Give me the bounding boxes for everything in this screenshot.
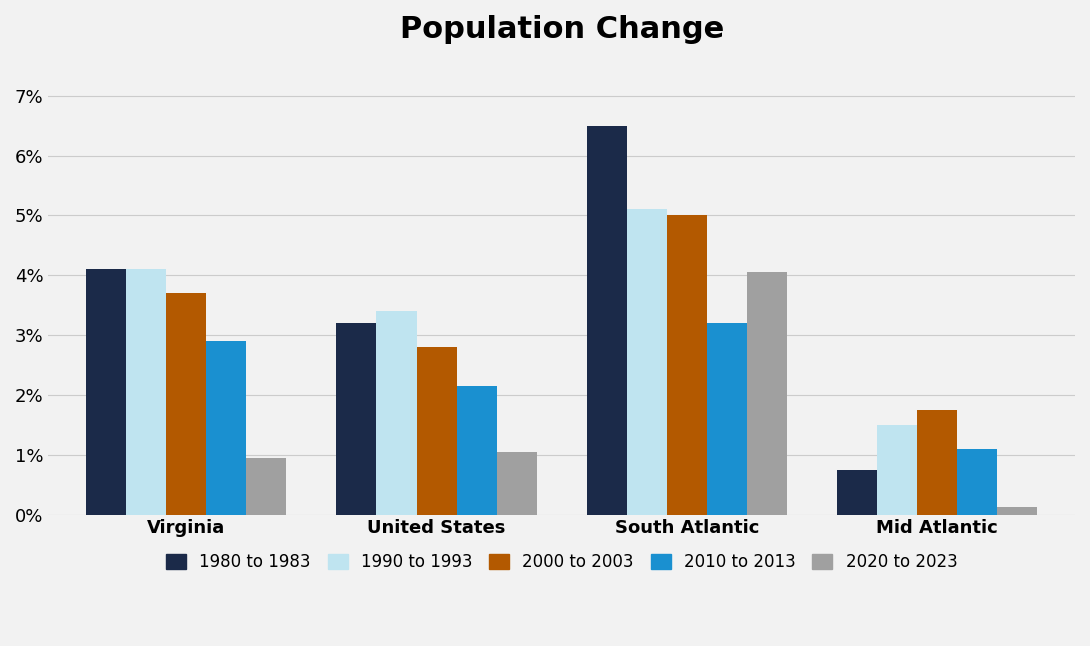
Bar bbox=[416, 347, 457, 514]
Legend: 1980 to 1983, 1990 to 1993, 2000 to 2003, 2010 to 2013, 2020 to 2023: 1980 to 1983, 1990 to 1993, 2000 to 2003… bbox=[159, 547, 964, 578]
Bar bbox=[627, 209, 667, 514]
Bar bbox=[837, 470, 877, 514]
Bar bbox=[337, 323, 376, 514]
Title: Population Change: Population Change bbox=[400, 15, 724, 44]
Bar bbox=[957, 449, 997, 514]
Bar bbox=[997, 506, 1038, 514]
Bar bbox=[246, 457, 287, 514]
Bar bbox=[206, 341, 246, 514]
Bar bbox=[586, 125, 627, 514]
Bar bbox=[376, 311, 416, 514]
Bar bbox=[667, 215, 707, 514]
Bar bbox=[166, 293, 206, 514]
Bar bbox=[126, 269, 166, 514]
Bar bbox=[877, 425, 918, 514]
Bar bbox=[457, 386, 497, 514]
Bar bbox=[747, 272, 787, 514]
Bar bbox=[86, 269, 126, 514]
Bar bbox=[918, 410, 957, 514]
Bar bbox=[707, 323, 747, 514]
Bar bbox=[497, 452, 536, 514]
